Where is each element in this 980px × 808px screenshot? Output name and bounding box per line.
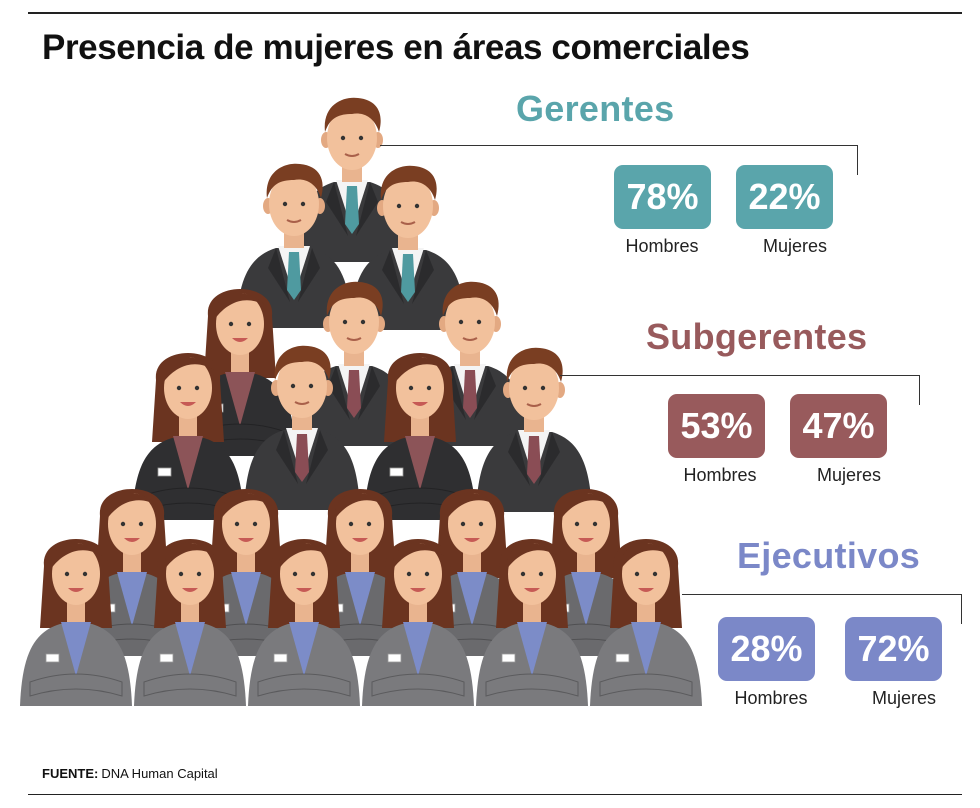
- subgerentes-title: Subgerentes: [646, 316, 868, 357]
- ejecutivos-title: Ejecutivos: [737, 535, 921, 576]
- gerentes-leader-line: [380, 145, 858, 175]
- ejecutivos-mujeres-value: 72%: [845, 617, 942, 681]
- woman-figure: [590, 539, 702, 706]
- ejecutivos-hombres-value: 28%: [718, 617, 815, 681]
- woman-figure: [362, 539, 474, 706]
- source-note: FUENTE: DNA Human Capital: [42, 766, 218, 781]
- subgerentes-mujeres-value: 47%: [790, 394, 887, 458]
- source-label: FUENTE:: [42, 766, 99, 781]
- gerentes-mujeres-label: Mujeres: [762, 236, 828, 256]
- ejecutivos-hombres-label: Hombres: [734, 688, 808, 708]
- ejecutivos-leader-line: [682, 594, 962, 624]
- gerentes-title: Gerentes: [516, 88, 675, 129]
- man-figure: [244, 345, 360, 510]
- man-figure: [476, 347, 592, 512]
- subgerentes-mujeres-label: Mujeres: [816, 465, 882, 485]
- ejecutivos-mujeres-label: Mujeres: [871, 688, 937, 708]
- woman-figure: [248, 539, 360, 706]
- gerentes-mujeres-value: 22%: [736, 165, 833, 229]
- subgerentes-leader-line: [560, 375, 920, 405]
- woman-figure: [20, 539, 132, 706]
- woman-figure: [134, 539, 246, 706]
- man-figure: [236, 163, 352, 328]
- gerentes-hombres-value: 78%: [614, 165, 711, 229]
- woman-figure: [132, 353, 244, 520]
- source-text: DNA Human Capital: [101, 766, 218, 781]
- top-rule: [28, 12, 962, 14]
- subgerentes-hombres-value: 53%: [668, 394, 765, 458]
- woman-figure: [476, 539, 588, 706]
- subgerentes-hombres-label: Hombres: [683, 465, 757, 485]
- chart-title: Presencia de mujeres en áreas comerciale…: [42, 28, 750, 67]
- gerentes-hombres-label: Hombres: [625, 236, 699, 256]
- bottom-rule: [28, 794, 962, 795]
